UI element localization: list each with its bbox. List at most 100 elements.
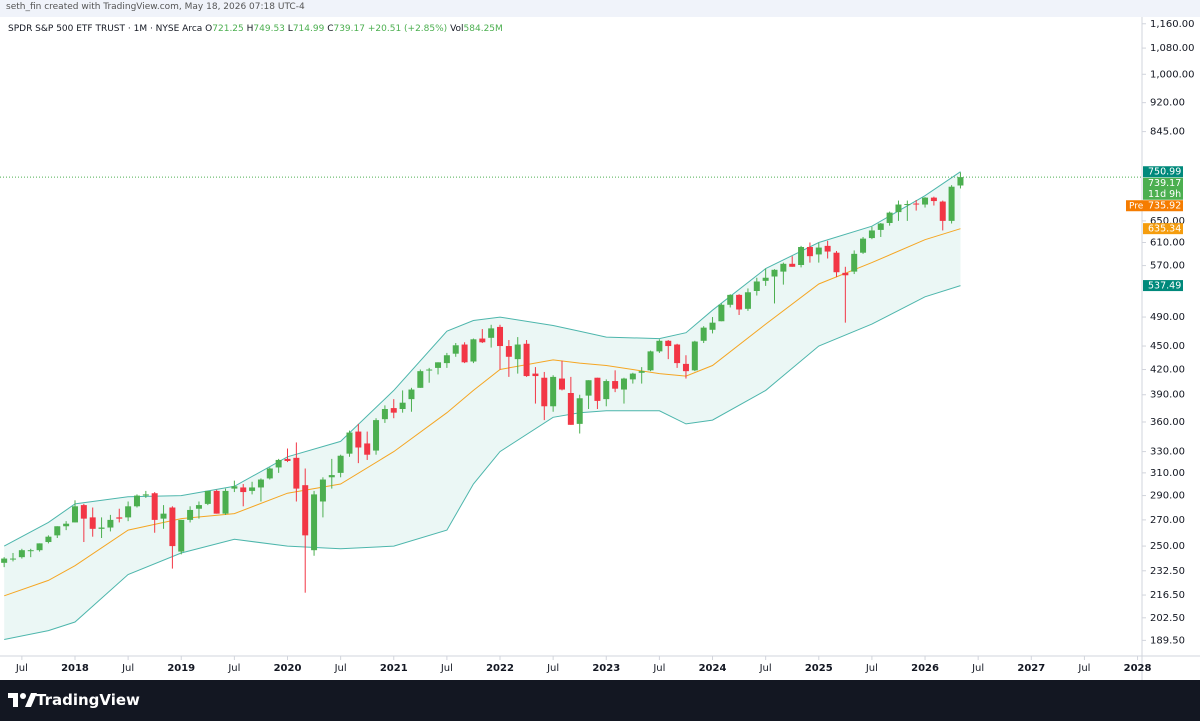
y-tick-label: 290.00 bbox=[1150, 491, 1185, 502]
x-tick-label: Jul bbox=[121, 663, 134, 674]
candle-body bbox=[125, 506, 132, 518]
pre-tag bbox=[1126, 200, 1143, 212]
y-tick-label: 202.50 bbox=[1150, 613, 1185, 624]
candle-body bbox=[417, 371, 424, 388]
candle-body bbox=[195, 505, 202, 509]
candle-body bbox=[98, 527, 105, 529]
candle-body bbox=[311, 494, 318, 551]
candle-body bbox=[762, 277, 769, 281]
legend-label: C bbox=[327, 24, 334, 34]
candle-body bbox=[585, 380, 592, 396]
y-tick-label: 270.00 bbox=[1150, 515, 1185, 526]
legend-ohlc: O721.25 H749.53 L714.99 C739.17 bbox=[205, 24, 368, 34]
candle-body bbox=[452, 345, 459, 354]
price-label: 735.92 bbox=[1148, 201, 1181, 212]
candle-body bbox=[319, 479, 326, 502]
candle-body bbox=[169, 507, 176, 547]
x-tick-label: 2027 bbox=[1017, 663, 1045, 674]
band-upper bbox=[3, 171, 961, 547]
price-label-box bbox=[1143, 166, 1183, 178]
candle-body bbox=[798, 246, 805, 265]
y-tick-label: 310.00 bbox=[1150, 468, 1185, 479]
candle-body bbox=[939, 201, 946, 221]
price-label-box bbox=[1143, 280, 1183, 292]
candle-body bbox=[567, 393, 574, 425]
candle-body bbox=[868, 230, 875, 239]
x-tick-label: Jul bbox=[334, 663, 347, 674]
x-tick-label: 2020 bbox=[274, 663, 302, 674]
candle-body bbox=[249, 487, 256, 491]
y-tick-label: 390.00 bbox=[1150, 390, 1185, 401]
candle-body bbox=[213, 490, 220, 514]
candle-body bbox=[851, 253, 858, 272]
candle-body bbox=[328, 475, 335, 478]
candle-body bbox=[408, 389, 415, 400]
candle-body bbox=[771, 269, 778, 277]
x-tick-label: Jul bbox=[971, 663, 984, 674]
candle-body bbox=[346, 432, 353, 454]
candle-body bbox=[620, 378, 627, 390]
candle-body bbox=[709, 322, 716, 330]
candle-body bbox=[682, 363, 689, 372]
candle-body bbox=[497, 326, 504, 347]
x-tick-label: 2021 bbox=[380, 663, 408, 674]
candle-body bbox=[718, 304, 725, 322]
candle-body bbox=[107, 519, 114, 528]
candle-body bbox=[426, 369, 433, 371]
candle-body bbox=[638, 371, 645, 373]
candle-body bbox=[815, 247, 822, 255]
y-tick-label: 1,080.00 bbox=[1150, 43, 1195, 54]
candle-body bbox=[789, 263, 796, 267]
candle-body bbox=[913, 203, 920, 205]
candle-body bbox=[727, 294, 734, 305]
candle-body bbox=[957, 177, 964, 186]
candle-body bbox=[886, 212, 893, 223]
footer: TradingView bbox=[0, 680, 1200, 721]
candle-body bbox=[337, 455, 344, 473]
x-tick-label: 2028 bbox=[1124, 663, 1152, 674]
candle-body bbox=[178, 519, 185, 552]
candle-body bbox=[691, 341, 698, 371]
candle-body bbox=[744, 292, 751, 309]
candle-body bbox=[488, 328, 495, 338]
candle-body bbox=[275, 459, 282, 468]
candle-body bbox=[780, 263, 787, 272]
candle-body bbox=[558, 378, 565, 390]
candle-body bbox=[63, 523, 70, 527]
x-tick-label: Jul bbox=[546, 663, 559, 674]
header: seth_fin created with TradingView.com, M… bbox=[6, 2, 305, 12]
y-tick-label: 1,160.00 bbox=[1150, 19, 1195, 30]
x-tick-label: 2024 bbox=[699, 663, 727, 674]
x-tick-label: Jul bbox=[227, 663, 240, 674]
candle-body bbox=[390, 408, 397, 413]
candle-body bbox=[293, 457, 300, 489]
x-tick-label: Jul bbox=[15, 663, 28, 674]
candle-body bbox=[806, 246, 813, 257]
candle-body bbox=[231, 486, 238, 489]
x-tick-label: 2025 bbox=[805, 663, 833, 674]
candle-body bbox=[860, 238, 867, 253]
y-tick-label: 360.00 bbox=[1150, 417, 1185, 428]
candle-body bbox=[381, 408, 388, 420]
x-tick-label: 2018 bbox=[61, 663, 89, 674]
y-tick-label: 920.00 bbox=[1150, 98, 1185, 109]
candle-body bbox=[514, 344, 521, 360]
x-tick-label: 2019 bbox=[167, 663, 195, 674]
candle-body bbox=[904, 204, 911, 206]
candle-body bbox=[603, 381, 610, 400]
x-tick-label: 2022 bbox=[486, 663, 514, 674]
legend-value: 739.17 bbox=[333, 24, 365, 34]
x-tick-label: 2023 bbox=[592, 663, 620, 674]
candle-body bbox=[240, 487, 247, 493]
candle-body bbox=[656, 340, 663, 352]
candle-body bbox=[550, 376, 557, 407]
candle-body bbox=[27, 550, 34, 552]
candle-body bbox=[364, 443, 371, 455]
candle-body bbox=[665, 340, 672, 347]
candle-body bbox=[833, 252, 840, 273]
candle-body bbox=[736, 294, 743, 310]
x-tick-label: Jul bbox=[759, 663, 772, 674]
candle-body bbox=[80, 505, 87, 519]
